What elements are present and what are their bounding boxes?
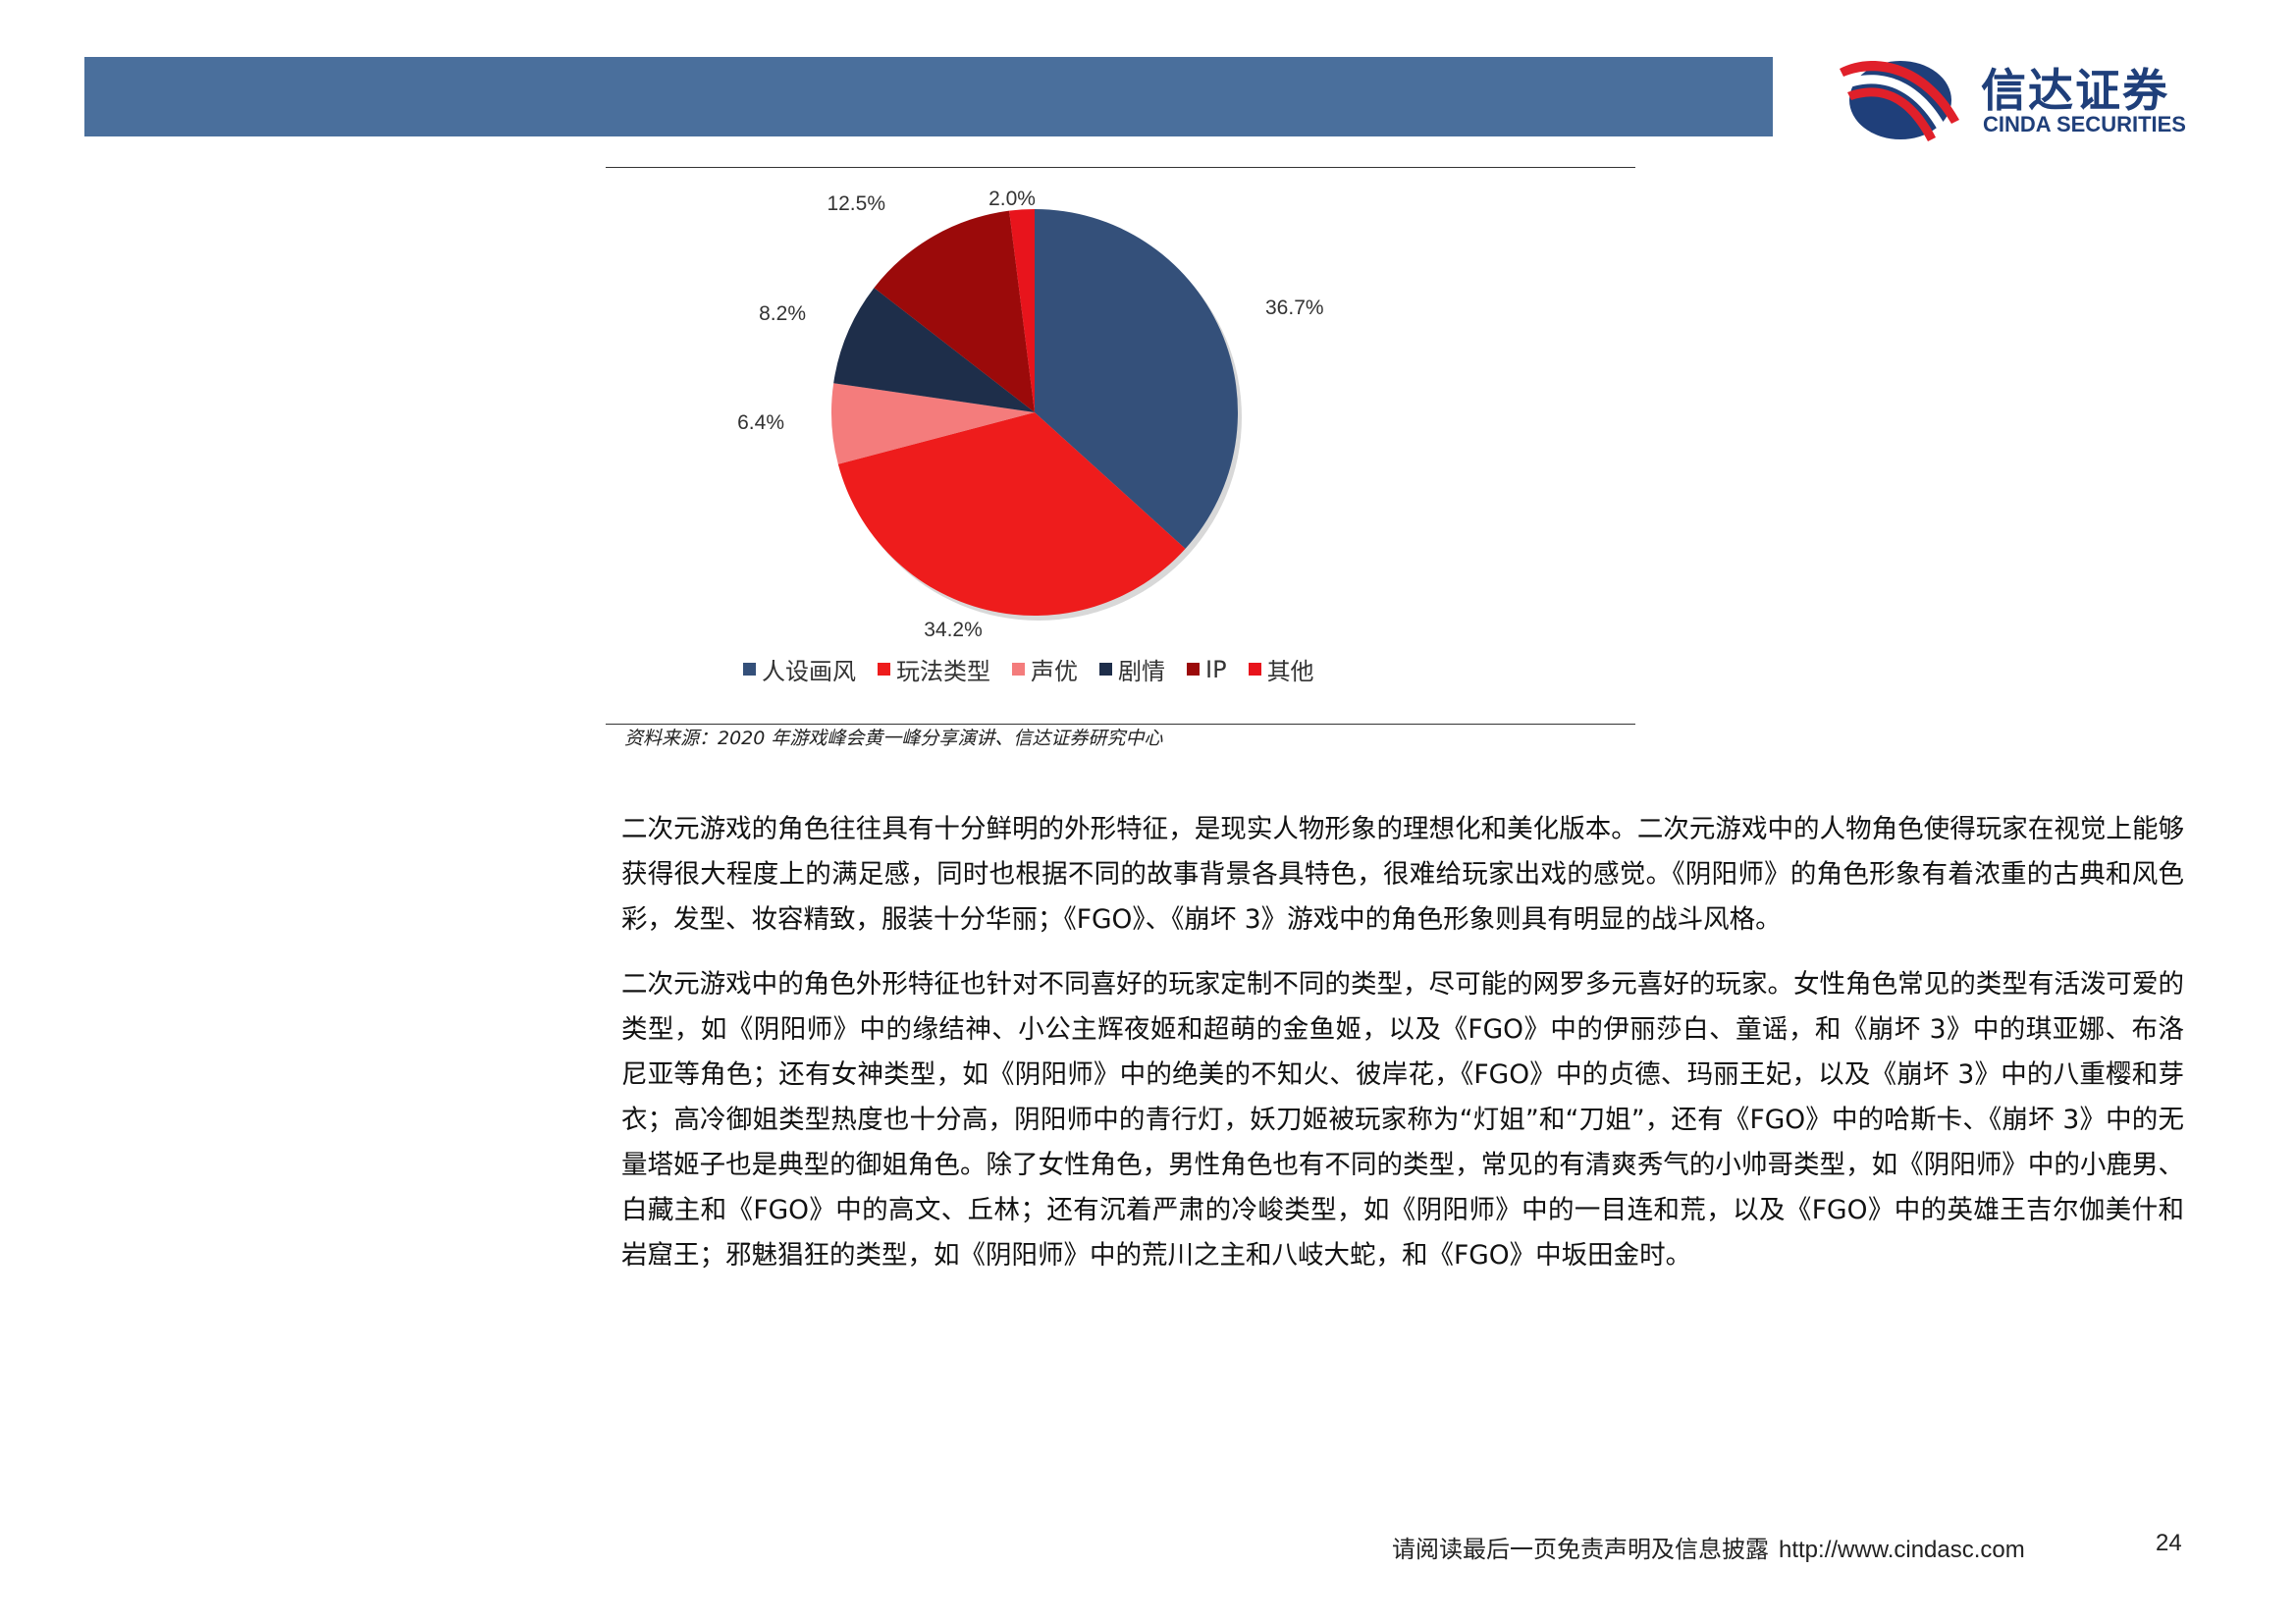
pie-data-label-3: 8.2% [759,302,806,325]
legend-label: IP [1205,655,1227,683]
pie-data-label-4: 12.5% [827,192,885,215]
footer-disclaimer-text: 请阅读最后一页免责声明及信息披露 [1392,1536,1769,1563]
footer-url[interactable]: http://www.cindasc.com [1779,1537,2025,1563]
chart-legend: 人设画风 玩法类型 声优 剧情 IP 其他 [743,652,1314,686]
legend-item-5: 其他 [1248,652,1314,686]
brand-logo: 信达证券 CINDA SECURITIES [1834,51,2226,149]
footer-disclaimer[interactable]: 请阅读最后一页免责声明及信息披露 http://www.cindasc.com [1392,1530,2025,1564]
legend-item-3: 剧情 [1099,652,1165,686]
pie-slice-3 [833,288,1035,412]
brand-name-en: CINDA SECURITIES [1983,112,2186,136]
legend-swatch [1099,663,1112,676]
chart-bottom-rule [606,724,1635,725]
source-note: 资料来源：2020 年游戏峰会黄一峰分享演讲、信达证券研究中心 [624,728,1163,749]
brand-name-cn: 信达证券 [1981,64,2169,117]
pie-data-label-0: 36.7% [1265,297,1324,319]
legend-swatch [743,663,756,676]
legend-swatch [1248,663,1261,676]
header-bar [84,57,1773,136]
pie-slice-0 [1035,209,1238,549]
body-paragraph-2: 二次元游戏中的角色外形特征也针对不同喜好的玩家定制不同的类型，尽可能的网罗多元喜… [621,969,2184,1271]
legend-item-2: 声优 [1012,652,1078,686]
legend-label: 其他 [1266,658,1314,685]
legend-item-0: 人设画风 [743,652,856,686]
legend-swatch [878,663,890,676]
pie-data-label-1: 34.2% [924,619,983,641]
legend-label: 玩法类型 [896,658,990,685]
legend-label: 剧情 [1118,658,1165,685]
pie-slice-4 [874,210,1035,412]
legend-item-4: IP [1187,652,1227,686]
pie-data-label-2: 6.4% [737,411,784,434]
legend-label: 人设画风 [762,658,856,685]
pie-data-label-5: 2.0% [988,188,1036,210]
pie-chart-svg: 36.7% 34.2% 6.4% 8.2% 12.5% 2.0% [737,188,1324,641]
pie-chart: 36.7% 34.2% 6.4% 8.2% 12.5% 2.0% 人设画风 玩法类型 声优 剧情… [606,177,1635,697]
swoosh-logo-icon [1840,60,1959,141]
legend-swatch [1187,663,1200,676]
body-paragraph-1: 二次元游戏的角色往往具有十分鲜明的外形特征，是现实人物形象的理想化和美化版本。二… [621,814,2184,935]
legend-swatch [1012,663,1025,676]
chart-top-rule [606,167,1635,168]
legend-label: 声优 [1031,658,1078,685]
page-number: 24 [2156,1530,2182,1556]
pie-slice-1 [837,412,1186,616]
pie-slice-2 [831,383,1035,464]
legend-item-1: 玩法类型 [878,652,990,686]
pie-slice-5 [1009,209,1035,412]
